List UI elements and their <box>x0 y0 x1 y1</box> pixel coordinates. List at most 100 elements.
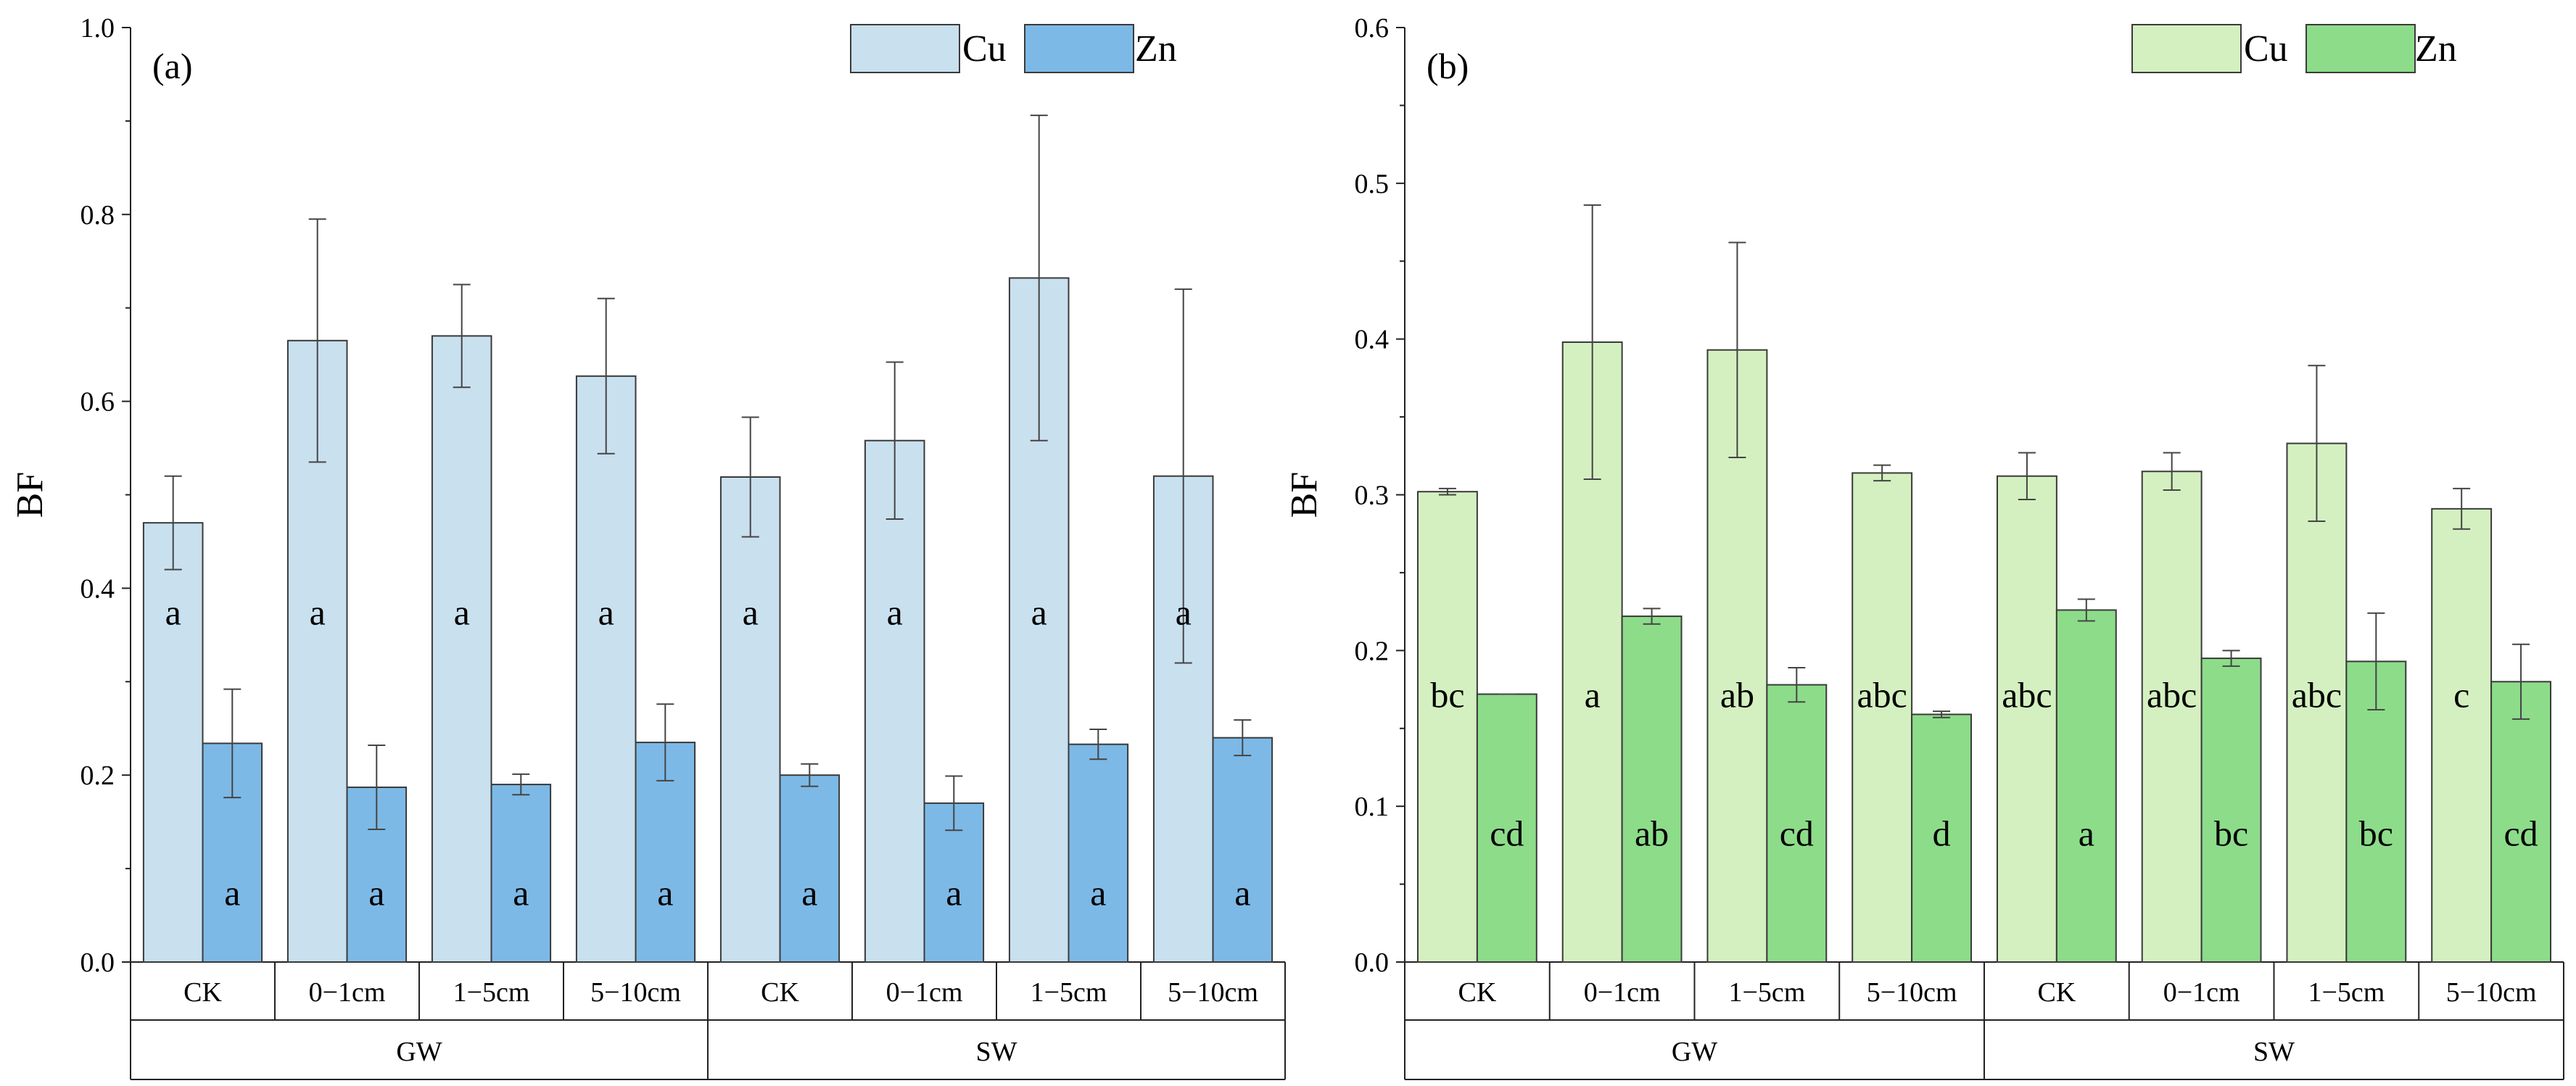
sig-letter-zn: cd <box>1780 813 1814 854</box>
sig-letter-cu: abc <box>2292 674 2342 715</box>
sig-letter-cu: a <box>887 592 903 633</box>
y-tick-label: 0.5 <box>1355 169 1390 199</box>
x-tick-label: CK <box>183 977 222 1008</box>
sig-letter-zn: a <box>657 872 673 913</box>
bar-zn <box>2490 681 2552 963</box>
y-axis-title: BF <box>1284 472 1325 518</box>
y-tick-label: 0.2 <box>1355 636 1390 666</box>
bar-zn <box>1476 693 1537 963</box>
sig-letter-cu: ab <box>1720 674 1754 715</box>
bar-zn <box>1212 737 1273 963</box>
legend-label-cu: Cu <box>2244 28 2288 70</box>
y-tick-label: 0.1 <box>1355 792 1390 822</box>
y-tick-label: 0.0 <box>1355 948 1390 978</box>
sig-letter-zn: a <box>801 872 817 913</box>
legend-label-zn: Zn <box>2415 28 2457 70</box>
x-tick-label: 5−10cm <box>2446 977 2537 1008</box>
sig-letter-zn: bc <box>2359 813 2393 854</box>
y-axis-title: BF <box>9 472 51 518</box>
bar-cu <box>2286 442 2348 963</box>
bar-cu <box>431 335 492 963</box>
legend-swatch-cu <box>850 24 960 73</box>
sig-letter-cu: a <box>743 592 759 633</box>
panel-label: (b) <box>1427 46 1469 86</box>
y-tick-label: 0.3 <box>1355 481 1390 511</box>
bar-zn <box>1068 743 1129 963</box>
sig-letter-cu: c <box>2453 674 2469 715</box>
y-tick-label: 0.8 <box>80 200 115 231</box>
sig-letter-zn: a <box>368 872 384 913</box>
sig-letter-cu: a <box>310 592 326 633</box>
bar-zn <box>490 784 552 963</box>
bar-cu <box>575 375 637 963</box>
sig-letter-cu: abc <box>1857 674 1907 715</box>
sig-letter-zn: a <box>224 872 240 913</box>
legend-swatch-zn <box>1024 24 1134 73</box>
bar-zn <box>1621 615 1683 963</box>
x-tick-label: 0−1cm <box>2163 977 2240 1008</box>
sig-letter-cu: a <box>598 592 614 633</box>
bar-zn <box>2200 658 2262 963</box>
x-tick-label: 5−10cm <box>590 977 681 1008</box>
bar-cu <box>2141 471 2203 963</box>
y-tick-label: 0.4 <box>1355 325 1390 355</box>
sig-letter-zn: a <box>1234 872 1250 913</box>
y-tick-label: 0.2 <box>80 760 115 791</box>
sig-letter-cu: a <box>1585 674 1601 715</box>
bar-zn <box>779 774 841 963</box>
sig-letter-cu: a <box>1176 592 1192 633</box>
x-tick-label: 0−1cm <box>1584 977 1661 1008</box>
y-tick-label: 0.4 <box>80 573 115 604</box>
sig-letter-cu: a <box>454 592 470 633</box>
y-tick-label: 0.0 <box>80 948 115 978</box>
sig-letter-cu: bc <box>1430 674 1464 715</box>
bar-cu <box>142 522 204 963</box>
sig-letter-zn: cd <box>2503 813 2538 854</box>
x-tick-label: 1−5cm <box>453 977 530 1008</box>
chart-panel-a: 0.0 0.2 0.4 0.6 0.8 1.0 BF (a) a a a a a a a a a a a a a a a a C… <box>9 13 1286 1080</box>
sig-letter-cu: abc <box>2147 674 2197 715</box>
y-tick-label: 1.0 <box>80 13 115 43</box>
x-tick-label: 1−5cm <box>1031 977 1107 1008</box>
legend-swatch-cu <box>2131 24 2242 73</box>
group-label: SW <box>2253 1037 2295 1067</box>
x-tick-label: CK <box>761 977 799 1008</box>
sig-letter-zn: d <box>1933 813 1951 854</box>
sig-letter-zn: a <box>513 872 529 913</box>
bar-zn <box>1766 684 1828 963</box>
sig-letter-zn: ab <box>1635 813 1669 854</box>
x-tick-label: 0−1cm <box>309 977 386 1008</box>
sig-letter-cu: a <box>1031 592 1047 633</box>
sig-letter-cu: abc <box>2002 674 2052 715</box>
legend-label-zn: Zn <box>1135 28 1177 70</box>
x-tick-label: 1−5cm <box>2308 977 2385 1008</box>
bar-cu <box>1996 475 2057 963</box>
y-tick-label: 0.6 <box>1355 13 1390 43</box>
chart-panel-b: 0.00.10.20.30.40.50.6BF(b)bccdaababcdabc… <box>1284 13 2564 1080</box>
x-tick-label: 0−1cm <box>886 977 963 1008</box>
x-tick-label: CK <box>1458 977 1496 1008</box>
x-tick-label: 1−5cm <box>1728 977 1805 1008</box>
bar-cu <box>719 476 781 963</box>
sig-letter-zn: bc <box>2214 813 2248 854</box>
sig-letter-zn: a <box>1090 872 1106 913</box>
bar-cu <box>1416 491 1478 963</box>
bar-cu <box>1852 472 1913 963</box>
x-tick-label: 5−10cm <box>1168 977 1258 1008</box>
y-tick-label: 0.6 <box>80 387 115 418</box>
bar-cu <box>2431 507 2493 963</box>
sig-letter-zn: cd <box>1490 813 1524 854</box>
sig-letter-zn: a <box>946 872 962 913</box>
panel-label: (a) <box>152 46 193 86</box>
legend-label-cu: Cu <box>962 28 1007 70</box>
x-tick-label: 5−10cm <box>1867 977 1957 1008</box>
sig-letter-zn: a <box>2078 813 2094 854</box>
x-tick-label: CK <box>2037 977 2076 1008</box>
bar-cu <box>864 439 925 963</box>
legend-swatch-zn <box>2305 24 2416 73</box>
group-label: GW <box>396 1037 442 1067</box>
group-label: SW <box>976 1037 1017 1067</box>
sig-letter-cu: a <box>165 592 181 633</box>
group-label: GW <box>1672 1037 1717 1067</box>
